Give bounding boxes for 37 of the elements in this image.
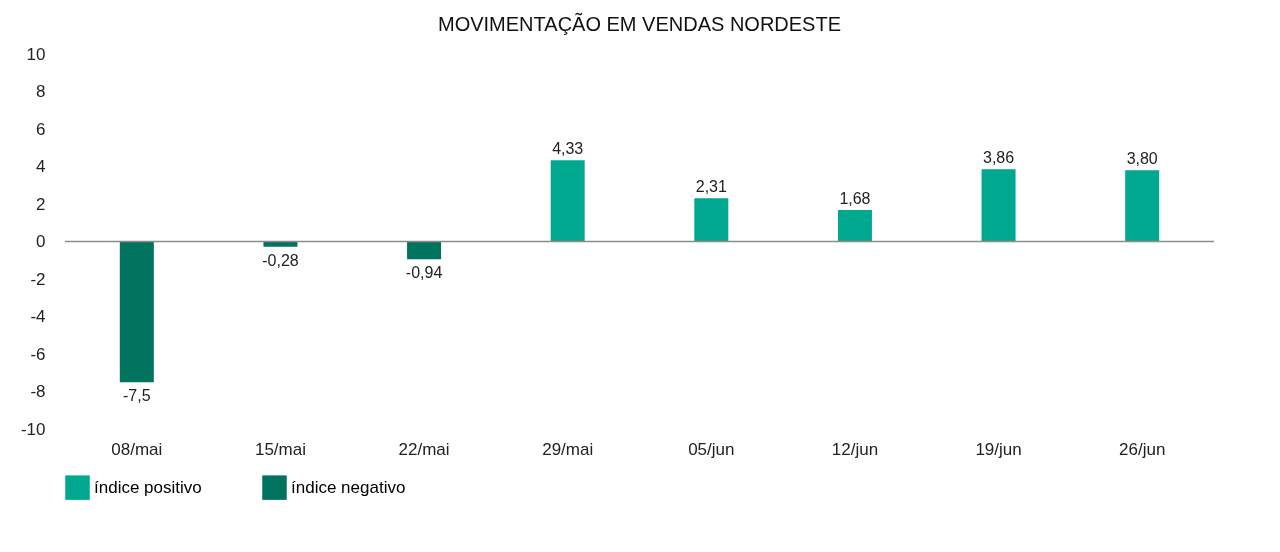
x-tick-label: 29/mai: [542, 439, 594, 459]
data-label: -7,5: [123, 387, 151, 405]
y-tick-label: -6: [30, 344, 46, 364]
y-tick-label: 2: [36, 194, 46, 214]
data-label: 1,68: [839, 190, 871, 207]
x-tick-label: 12/jun: [831, 439, 879, 459]
x-tick-label: 08/mai: [111, 439, 163, 459]
x-tick-label: 26/jun: [1119, 439, 1166, 459]
data-label: 3,80: [1126, 150, 1158, 168]
y-tick-label: 4: [36, 157, 46, 176]
bar: [694, 198, 729, 242]
x-tick-label: 19/jun: [975, 439, 1022, 459]
data-label: -0,28: [262, 251, 299, 269]
legend-label: índice positivo: [94, 477, 202, 497]
y-tick-label: -8: [30, 382, 46, 401]
bar: [407, 241, 442, 260]
data-label: 4,33: [552, 140, 584, 158]
data-label: 2,31: [695, 178, 727, 196]
bar: [550, 160, 585, 242]
x-tick-label: 22/mai: [398, 439, 450, 459]
data-label: 3,86: [982, 149, 1015, 167]
y-tick-label: 0: [36, 232, 46, 251]
data-label: -0,94: [405, 264, 443, 282]
y-tick-label: 6: [36, 119, 46, 139]
y-tick-label: 8: [36, 82, 46, 101]
y-tick-label: -4: [30, 307, 46, 326]
y-tick-label: 10: [26, 44, 46, 64]
x-tick-label: 05/jun: [688, 439, 735, 459]
y-tick-label: -2: [30, 269, 46, 289]
y-tick-label: -10: [20, 419, 46, 439]
bar: [119, 241, 154, 383]
x-tick-label: 15/mai: [254, 439, 306, 459]
legend-label: índice negativo: [291, 477, 406, 497]
bar: [981, 169, 1016, 242]
bar: [837, 210, 872, 242]
chart-title: MOVIMENTAÇÃO EM VENDAS NORDESTE: [437, 12, 842, 35]
bar: [1125, 170, 1160, 242]
